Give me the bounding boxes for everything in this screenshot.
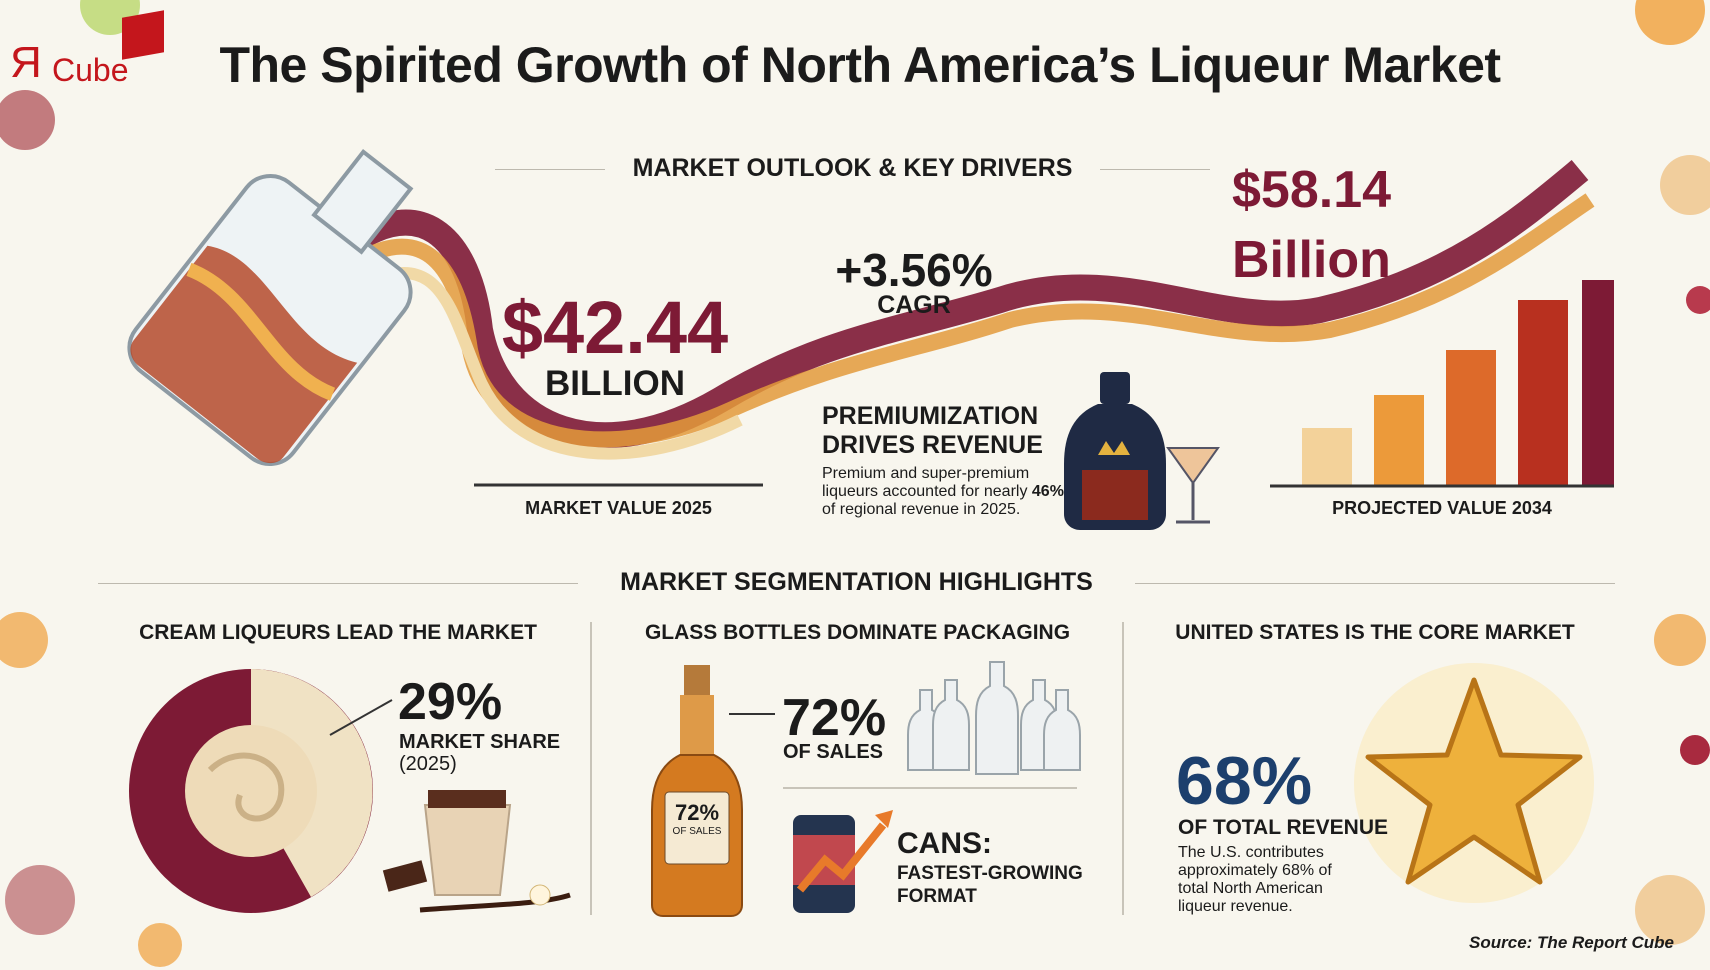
- logo-text: Cube: [52, 52, 129, 88]
- market-value-2025-unit: BILLION: [545, 364, 685, 403]
- liqueur-swirl-graphic: [321, 160, 1595, 460]
- segmentation-heading: MARKET SEGMENTATION HIGHLIGHTS: [620, 568, 1093, 596]
- market-value-2025: $42.44: [501, 286, 729, 369]
- cream-share-year: (2025): [399, 753, 457, 775]
- cans-subtitle: FASTEST-GROWING FORMAT: [897, 863, 1083, 907]
- us-share-label: OF TOTAL REVENUE: [1178, 816, 1389, 839]
- whiskey-bottle-icon: [651, 665, 743, 917]
- report-cube-logo: Я Cube: [4, 10, 164, 90]
- projected-value-2034: $58.14: [1232, 161, 1392, 219]
- us-share-text: The U.S. contributes approximately 68% o…: [1178, 844, 1332, 915]
- gold-star-icon: [1354, 663, 1594, 903]
- bottle-label: 72% OF SALES: [672, 800, 722, 837]
- source-credit: Source: The Report Cube: [1469, 933, 1674, 952]
- cream-heading: CREAM LIQUEURS LEAD THE MARKET: [139, 621, 537, 644]
- liqueur-bottle-and-glass-icon: [1064, 372, 1220, 530]
- glass-share-value: 72%: [782, 689, 887, 747]
- glass-share-label: OF SALES: [783, 741, 884, 763]
- premiumization-text: Premium and super-premium liqueurs accou…: [822, 465, 1064, 518]
- glass-heading: GLASS BOTTLES DOMINATE PACKAGING: [644, 621, 1071, 644]
- cagr-label: CAGR: [877, 291, 951, 319]
- outlook-heading: MARKET OUTLOOK & KEY DRIVERS: [632, 154, 1073, 182]
- cream-dessert-glass-icon: [382, 790, 571, 913]
- cagr-value: +3.56%: [835, 244, 993, 296]
- cans-title: CANS:: [897, 827, 992, 860]
- page-title: The Spirited Growth of North America’s L…: [219, 37, 1501, 93]
- tilted-bottle-illustration: [127, 149, 414, 467]
- cream-liqueur-pie-chart: [129, 669, 393, 913]
- projected-value-2034-label: PROJECTED VALUE 2034: [1332, 498, 1552, 518]
- projected-value-2034-unit: Billion: [1232, 231, 1391, 289]
- growth-bar-chart-graphic: [1270, 280, 1614, 488]
- can-with-growth-arrow-icon: [793, 810, 893, 913]
- market-value-2025-label: MARKET VALUE 2025: [525, 498, 712, 518]
- cream-share-value: 29%: [398, 673, 503, 731]
- premiumization-title: PREMIUMIZATION DRIVES REVENUE: [822, 402, 1043, 459]
- logo-letter: Я: [10, 38, 42, 87]
- us-heading: UNITED STATES IS THE CORE MARKET: [1175, 621, 1575, 644]
- cream-share-label: MARKET SHARE: [399, 731, 561, 753]
- empty-glass-bottles-icon: [907, 661, 1081, 775]
- us-share-value: 68%: [1176, 743, 1313, 819]
